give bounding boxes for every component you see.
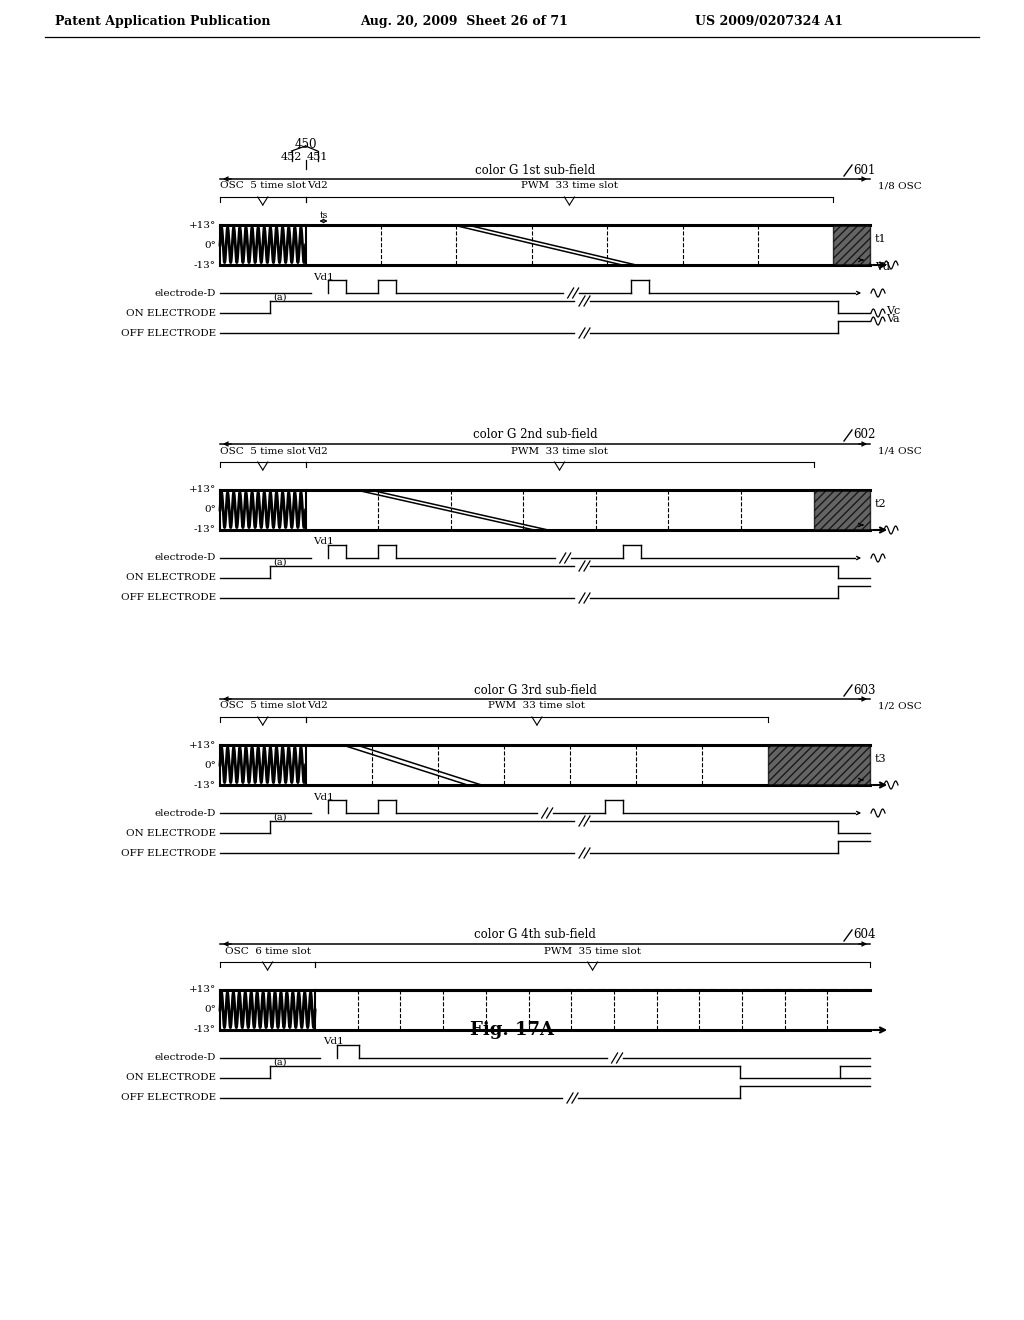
Text: +13°: +13° (188, 741, 216, 750)
Text: +13°: +13° (188, 986, 216, 994)
Bar (813, 490, 870, 531)
Text: -13°: -13° (194, 260, 216, 269)
Text: 451: 451 (307, 152, 329, 162)
Text: (a): (a) (273, 1057, 287, 1067)
Text: color G 2nd sub-field: color G 2nd sub-field (473, 429, 597, 441)
Text: color G 4th sub-field: color G 4th sub-field (474, 928, 596, 941)
Text: 0°: 0° (204, 506, 216, 515)
Text: 0°: 0° (204, 1006, 216, 1015)
Text: PWM  33 time slot: PWM 33 time slot (511, 446, 608, 455)
Text: t3: t3 (874, 754, 887, 764)
Text: -13°: -13° (194, 1026, 216, 1035)
Text: 450: 450 (294, 137, 316, 150)
Text: OFF ELECTRODE: OFF ELECTRODE (121, 849, 216, 858)
Text: color G 1st sub-field: color G 1st sub-field (475, 164, 595, 177)
Text: OFF ELECTRODE: OFF ELECTRODE (121, 329, 216, 338)
Text: OFF ELECTRODE: OFF ELECTRODE (121, 1093, 216, 1102)
Text: Vd1: Vd1 (313, 792, 334, 801)
Text: PWM  33 time slot: PWM 33 time slot (521, 181, 617, 190)
Text: (a): (a) (273, 813, 287, 821)
Text: PWM  33 time slot: PWM 33 time slot (488, 701, 586, 710)
Text: Vd2: Vd2 (307, 181, 329, 190)
Text: color G 3rd sub-field: color G 3rd sub-field (473, 684, 596, 697)
Text: electrode-D: electrode-D (155, 289, 216, 297)
Text: t1: t1 (874, 234, 887, 244)
Text: +13°: +13° (188, 486, 216, 495)
Text: Vd1: Vd1 (313, 537, 334, 546)
Text: 1/8 OSC: 1/8 OSC (878, 181, 922, 190)
Text: ON ELECTRODE: ON ELECTRODE (126, 573, 216, 582)
Text: ON ELECTRODE: ON ELECTRODE (126, 309, 216, 318)
Text: 0°: 0° (204, 760, 216, 770)
Text: OSC  5 time slot: OSC 5 time slot (220, 701, 306, 710)
Text: -13°: -13° (194, 525, 216, 535)
Text: (a): (a) (273, 557, 287, 566)
Text: OFF ELECTRODE: OFF ELECTRODE (121, 594, 216, 602)
Text: Patent Application Publication: Patent Application Publication (55, 16, 270, 29)
Text: t2: t2 (874, 499, 887, 510)
Text: ts: ts (319, 211, 328, 220)
Text: Vd: Vd (874, 261, 890, 272)
Text: Vd2: Vd2 (307, 446, 329, 455)
Text: electrode-D: electrode-D (155, 553, 216, 562)
Text: -13°: -13° (194, 780, 216, 789)
Text: OSC  5 time slot: OSC 5 time slot (220, 181, 306, 190)
Text: Va: Va (886, 314, 900, 323)
Text: electrode-D: electrode-D (155, 1053, 216, 1063)
Text: electrode-D: electrode-D (155, 808, 216, 817)
Text: US 2009/0207324 A1: US 2009/0207324 A1 (695, 16, 843, 29)
Text: 0°: 0° (204, 240, 216, 249)
Text: ON ELECTRODE: ON ELECTRODE (126, 1073, 216, 1082)
Text: 602: 602 (853, 429, 876, 441)
Text: PWM  35 time slot: PWM 35 time slot (544, 946, 641, 956)
Text: (a): (a) (273, 293, 287, 301)
Text: OSC  5 time slot: OSC 5 time slot (220, 446, 306, 455)
Text: ON ELECTRODE: ON ELECTRODE (126, 829, 216, 837)
Text: OSC  6 time slot: OSC 6 time slot (224, 946, 310, 956)
Bar (834, 224, 870, 265)
Text: 601: 601 (853, 164, 876, 177)
Text: +13°: +13° (188, 220, 216, 230)
Text: Vc: Vc (886, 306, 900, 315)
Text: 1/2 OSC: 1/2 OSC (878, 701, 922, 710)
Text: 604: 604 (853, 928, 876, 941)
Text: Vd1: Vd1 (313, 272, 334, 281)
Text: Vd1: Vd1 (324, 1038, 344, 1047)
Text: 452: 452 (281, 152, 302, 162)
Text: Vd2: Vd2 (307, 701, 329, 710)
Text: 1/4 OSC: 1/4 OSC (878, 446, 922, 455)
Text: 603: 603 (853, 684, 876, 697)
Text: Aug. 20, 2009  Sheet 26 of 71: Aug. 20, 2009 Sheet 26 of 71 (360, 16, 568, 29)
Text: Fig. 17A: Fig. 17A (470, 1020, 554, 1039)
Bar (768, 744, 870, 785)
